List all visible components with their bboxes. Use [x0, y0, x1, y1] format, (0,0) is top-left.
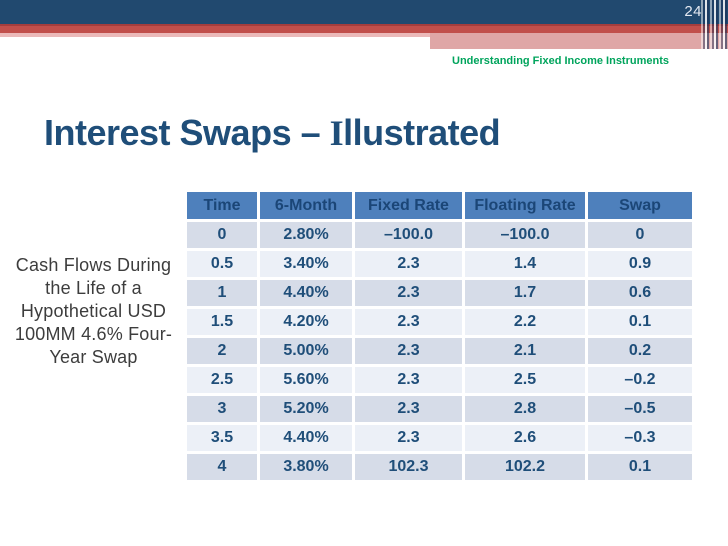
table-cell: 0	[588, 222, 692, 248]
table-cell: 4.40%	[260, 425, 352, 451]
table-cell: 3.40%	[260, 251, 352, 277]
swap-cashflow-table: Time 6-Month Fixed Rate Floating Rate Swap 0…	[184, 189, 695, 483]
table-row: 1 4.40% 2.3 1.7 0.6	[187, 280, 692, 306]
course-title: Understanding Fixed Income Instruments	[452, 55, 669, 67]
table-cell: 102.3	[355, 454, 462, 480]
top-navy-bar	[0, 0, 728, 24]
column-header: Time	[187, 192, 257, 219]
table-cell: 2.5	[187, 367, 257, 393]
table-cell: 0.2	[588, 338, 692, 364]
table-cell: 2.3	[355, 338, 462, 364]
corner-stripes-decoration	[700, 0, 728, 49]
table-cell: 102.2	[465, 454, 585, 480]
table-cell: 2.6	[465, 425, 585, 451]
table-cell: 2.3	[355, 309, 462, 335]
table-cell: 2.3	[355, 396, 462, 422]
table-cell: –0.2	[588, 367, 692, 393]
table-cell: 3.5	[187, 425, 257, 451]
table-cell: 1.4	[465, 251, 585, 277]
column-header: Fixed Rate	[355, 192, 462, 219]
slide-title-prefix: Interest Swaps –	[44, 112, 330, 153]
top-pink-block	[430, 33, 728, 49]
table-cell: 1	[187, 280, 257, 306]
slide-title-serif-initial: I	[329, 113, 344, 153]
column-header: 6-Month	[260, 192, 352, 219]
table-cell: –100.0	[465, 222, 585, 248]
table-cell: 1.7	[465, 280, 585, 306]
table-cell: 3	[187, 396, 257, 422]
top-red-bar	[0, 24, 728, 33]
table-cell: 5.60%	[260, 367, 352, 393]
table-cell: 0.1	[588, 309, 692, 335]
table-cell: 4.20%	[260, 309, 352, 335]
table-cell: –0.5	[588, 396, 692, 422]
column-header: Floating Rate	[465, 192, 585, 219]
table-cell: –0.3	[588, 425, 692, 451]
table-row: 0 2.80% –100.0 –100.0 0	[187, 222, 692, 248]
page-number: 24	[684, 3, 702, 20]
table-row: 4 3.80% 102.3 102.2 0.1	[187, 454, 692, 480]
table-cell: –100.0	[355, 222, 462, 248]
column-header: Swap	[588, 192, 692, 219]
caption-text: Cash Flows During the Life of a Hypothet…	[14, 255, 173, 367]
table-cell: 0	[187, 222, 257, 248]
swap-table-body: 0 2.80% –100.0 –100.0 0 0.5 3.40% 2.3 1.4 0.9 1 4.4…	[187, 222, 692, 480]
table-cell: 0.5	[187, 251, 257, 277]
table-cell: 2.3	[355, 280, 462, 306]
table-cell: 2.3	[355, 251, 462, 277]
table-cell: 2.5	[465, 367, 585, 393]
slide-title-rest: llustrated	[343, 112, 501, 153]
table-cell: 5.20%	[260, 396, 352, 422]
table-row: 3.5 4.40% 2.3 2.6 –0.3	[187, 425, 692, 451]
table-cell: 2.8	[465, 396, 585, 422]
table-cell: 3.80%	[260, 454, 352, 480]
table-cell: 4.40%	[260, 280, 352, 306]
table-row: 2.5 5.60% 2.3 2.5 –0.2	[187, 367, 692, 393]
table-cell: 5.00%	[260, 338, 352, 364]
table-row: 0.5 3.40% 2.3 1.4 0.9	[187, 251, 692, 277]
table-cell: 2.80%	[260, 222, 352, 248]
slide-title: Interest Swaps – Illustrated	[44, 112, 501, 154]
table-cell: 2.2	[465, 309, 585, 335]
table-row: 1.5 4.20% 2.3 2.2 0.1	[187, 309, 692, 335]
table-row: 2 5.00% 2.3 2.1 0.2	[187, 338, 692, 364]
table-cell: 2	[187, 338, 257, 364]
table-cell: 0.6	[588, 280, 692, 306]
table-row: 3 5.20% 2.3 2.8 –0.5	[187, 396, 692, 422]
table-cell: 1.5	[187, 309, 257, 335]
table-cell: 4	[187, 454, 257, 480]
top-pink-strip	[0, 33, 728, 37]
table-cell: 2.3	[355, 425, 462, 451]
table-cell: 2.3	[355, 367, 462, 393]
table-cell: 0.9	[588, 251, 692, 277]
table-cell: 2.1	[465, 338, 585, 364]
table-header-row: Time 6-Month Fixed Rate Floating Rate Swap	[187, 192, 692, 219]
table-cell: 0.1	[588, 454, 692, 480]
